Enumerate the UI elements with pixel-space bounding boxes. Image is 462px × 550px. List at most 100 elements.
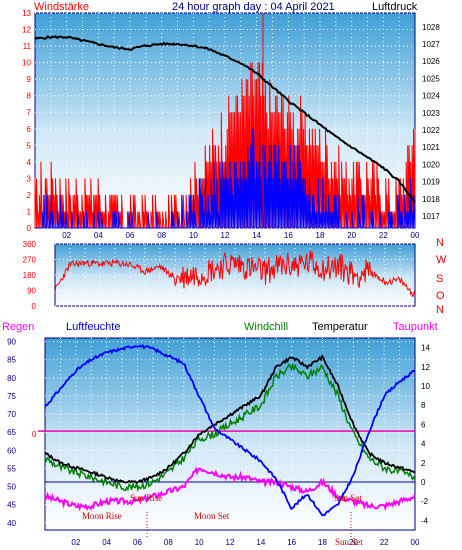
x-tick-label: 16 (287, 538, 296, 547)
y-tick-label: 4 (27, 158, 32, 167)
series-temperature (44, 353, 416, 485)
y2-tick-label: 1023 (422, 109, 440, 118)
y-tick-label: 60 (7, 446, 16, 455)
y2-tick-label: 1019 (422, 178, 440, 187)
y-tick-label: 55 (7, 464, 16, 473)
x-tick-label: 02 (71, 538, 80, 547)
wind-direction-axes: 0 90 180 270 360 (23, 240, 37, 311)
y-tick-label: 12 (22, 26, 31, 35)
x-tick-label: 12 (221, 231, 230, 240)
y-tick-label: 10 (22, 59, 31, 68)
sun-rise-label: Sun Rise (130, 493, 162, 503)
y-tick-label: 0 (32, 302, 37, 311)
x-tick-label: 08 (157, 231, 166, 240)
sun-set-label-bottom: Sun Set (335, 537, 363, 547)
legend-dewpoint: Taupunkt (393, 321, 438, 333)
y-tick-label: 2 (27, 191, 32, 200)
series-windchill (44, 363, 416, 493)
y2-tick-label: 1018 (422, 195, 440, 204)
wind-title: Windstärke (34, 1, 89, 13)
sun-set-label: Sun Set (334, 493, 362, 503)
y2-tick-label: 1022 (422, 126, 440, 135)
x-tick-label: 20 (349, 538, 358, 547)
wind-direction-marks (54, 250, 416, 298)
series-humidity (44, 343, 416, 517)
x-tick-label: 00 (411, 231, 420, 240)
x-tick-label: 14 (252, 231, 261, 240)
rain-zero-label: 0 (32, 430, 37, 439)
y-tick-label: 180 (23, 271, 37, 280)
y-tick-label: 9 (27, 75, 32, 84)
y2-tick-label: 14 (421, 344, 430, 353)
wind-pressure-axes: 0123456789101112131017101810191020102110… (22, 9, 440, 240)
direction-letter: N (436, 304, 444, 316)
y2-tick-label: 4 (421, 440, 426, 449)
series-dewpoint (44, 466, 416, 512)
y-tick-label: 50 (7, 483, 16, 492)
moon-rise-label: Moon Rise (82, 511, 122, 521)
y-tick-label: 45 (7, 501, 16, 510)
y-tick-label: 8 (27, 92, 32, 101)
y-tick-label: 80 (7, 374, 16, 383)
y-tick-label: 40 (7, 519, 16, 528)
y2-tick-label: -4 (421, 516, 429, 525)
series-wind-avg (35, 128, 416, 229)
y-tick-label: 90 (7, 338, 16, 347)
direction-letter: O (436, 290, 445, 302)
y2-tick-label: 1028 (422, 23, 440, 32)
y2-tick-label: 10 (421, 382, 430, 391)
legend-humidity: Luftfeuchte (66, 321, 120, 333)
x-tick-label: 04 (102, 538, 111, 547)
y2-tick-label: -2 (421, 497, 429, 506)
temperature-marks (44, 343, 416, 517)
legend-rain: Regen (2, 321, 34, 333)
y-tick-label: 5 (27, 141, 32, 150)
x-tick-label: 10 (189, 231, 198, 240)
x-tick-label: 06 (133, 538, 142, 547)
y-tick-label: 70 (7, 410, 16, 419)
y-tick-label: 6 (27, 125, 32, 134)
x-tick-label: 12 (226, 538, 235, 547)
y-tick-label: 270 (23, 256, 37, 265)
temperature-grid (38, 338, 415, 530)
x-tick-label: 14 (256, 538, 265, 547)
x-tick-label: 16 (284, 231, 293, 240)
chart-date-title: 24 hour graph day : 04 April 2021 (172, 1, 335, 13)
x-tick-label: 06 (126, 231, 135, 240)
legend-windchill: Windchill (244, 321, 288, 333)
y-tick-label: 65 (7, 428, 16, 437)
y2-tick-label: 1026 (422, 57, 440, 66)
pressure-title: Luftdruck (372, 1, 418, 13)
x-tick-label: 20 (347, 231, 356, 240)
y-tick-label: 0 (27, 224, 32, 233)
x-tick-label: 22 (380, 538, 389, 547)
legend-temperature: Temperatur (312, 321, 368, 333)
x-tick-label: 08 (164, 538, 173, 547)
y-tick-label: 85 (7, 356, 16, 365)
x-tick-label: 18 (316, 231, 325, 240)
series-wind-direction (54, 250, 416, 298)
wind-pressure-marks (34, 13, 416, 229)
x-tick-label: 18 (318, 538, 327, 547)
y2-tick-label: 1017 (422, 212, 440, 221)
y-tick-label: 3 (27, 174, 32, 183)
y2-tick-label: 1027 (422, 40, 440, 49)
moon-set-label: Moon Set (194, 511, 230, 521)
y-tick-label: 360 (23, 240, 37, 249)
x-tick-label: 22 (379, 231, 388, 240)
x-tick-label: 04 (94, 231, 103, 240)
y-tick-label: 13 (22, 9, 31, 18)
y-tick-label: 75 (7, 392, 16, 401)
y2-tick-label: 0 (421, 478, 426, 487)
y-tick-label: 11 (23, 42, 32, 51)
y-tick-label: 90 (27, 287, 36, 296)
y2-tick-label: 1024 (422, 92, 440, 101)
x-tick-label: 10 (195, 538, 204, 547)
y2-tick-label: 1021 (422, 143, 440, 152)
series-pressure (34, 35, 416, 204)
y2-tick-label: 6 (421, 420, 426, 429)
x-tick-label: 00 (411, 538, 420, 547)
